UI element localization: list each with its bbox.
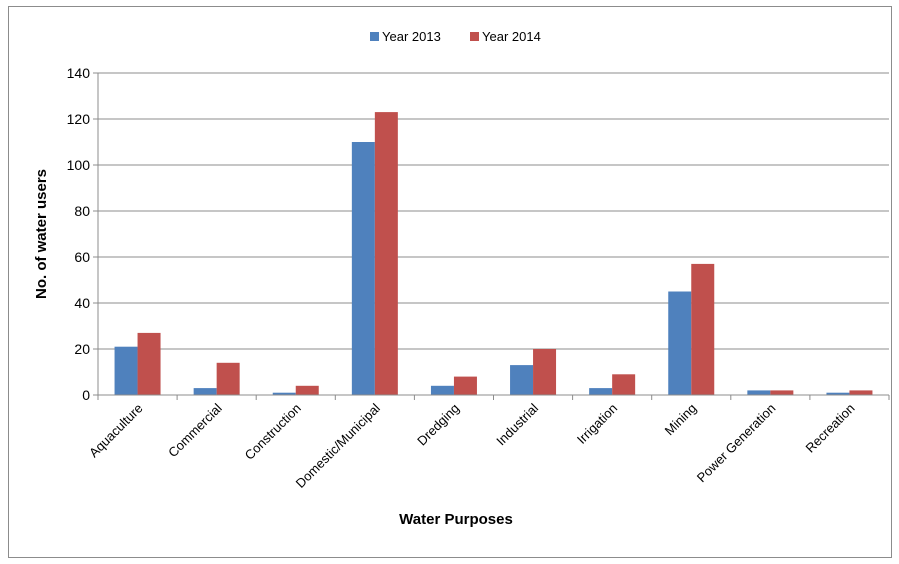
bar-series-2 xyxy=(453,376,477,395)
bar-series-1 xyxy=(193,388,217,395)
x-axis-title: Water Purposes xyxy=(399,511,513,528)
x-tick-label: Domestic/Municipal xyxy=(293,400,383,490)
legend-label: Year 2013 xyxy=(382,29,441,44)
legend-label: Year 2014 xyxy=(482,29,541,44)
y-tick-label: 80 xyxy=(74,203,90,219)
legend-item: Year 2013 xyxy=(370,29,441,44)
y-tick-label: 100 xyxy=(67,157,91,173)
gridlines xyxy=(98,72,889,350)
y-tick-label: 120 xyxy=(67,111,91,127)
bar-series-2 xyxy=(691,263,715,395)
x-tick-label: Irrigation xyxy=(574,401,620,447)
bar-series-1 xyxy=(272,392,296,395)
legend: Year 2013 Year 2014 xyxy=(370,29,541,44)
bars xyxy=(114,112,873,395)
bar-series-2 xyxy=(770,390,794,395)
legend-swatch xyxy=(470,32,479,41)
bar-series-2 xyxy=(612,374,636,395)
bar-series-1 xyxy=(747,390,771,395)
x-tick-label: Recreation xyxy=(803,401,858,456)
x-tick-label: Construction xyxy=(242,401,304,463)
bar-series-2 xyxy=(295,385,319,395)
x-tick-label: Mining xyxy=(662,401,700,439)
x-tick-label: Industrial xyxy=(493,400,541,448)
y-tick-label: 60 xyxy=(74,249,90,265)
legend-item: Year 2014 xyxy=(470,29,541,44)
bar-series-1 xyxy=(430,385,454,395)
bar-series-2 xyxy=(533,349,557,395)
bar-series-1 xyxy=(510,365,534,395)
bar-series-2 xyxy=(216,362,240,395)
y-tick-label: 140 xyxy=(67,65,91,81)
y-axis-title: No. of water users xyxy=(33,169,50,299)
x-tick-label: Dredging xyxy=(414,401,462,449)
x-tick-label: Power Generation xyxy=(694,401,779,486)
bar-series-1 xyxy=(668,291,692,395)
x-tick-label: Commercial xyxy=(165,400,225,460)
bar-series-1 xyxy=(826,392,850,395)
y-tick-label: 0 xyxy=(82,387,90,403)
y-tick-label: 40 xyxy=(74,295,90,311)
bar-series-1 xyxy=(351,142,375,395)
x-tick-label: Aquaculture xyxy=(86,401,146,461)
axes xyxy=(93,72,890,400)
legend-swatch xyxy=(370,32,379,41)
chart-frame xyxy=(8,6,892,558)
bar-series-1 xyxy=(589,388,613,395)
y-tick-labels: 0 20 40 60 80 100 120 140 xyxy=(67,65,91,403)
x-tick-labels: Aquaculture Commercial ConstructionDomesti… xyxy=(86,400,858,490)
y-tick-label: 20 xyxy=(74,341,90,357)
bar-series-1 xyxy=(114,346,138,395)
bar-series-2 xyxy=(137,332,161,395)
bar-series-2 xyxy=(849,390,873,395)
bar-series-2 xyxy=(374,112,398,395)
